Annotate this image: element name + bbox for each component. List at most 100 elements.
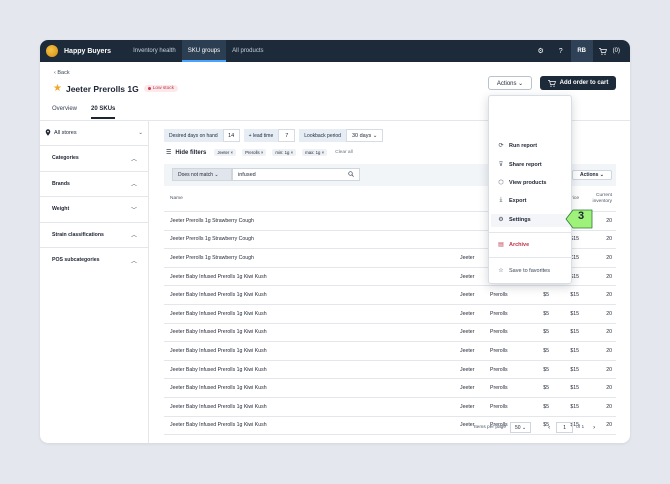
menu-archive[interactable]: ▤ Archive	[497, 241, 529, 249]
avatar[interactable]: RB	[570, 40, 593, 62]
cell-name: Jeeter Baby Infused Prerolls 1g Kiwi Kus…	[170, 403, 267, 410]
table-row[interactable]: Jeeter Baby Infused Prerolls 1g Kiwi Kus…	[164, 379, 616, 398]
match-mode-select[interactable]: Does not match ⌄	[172, 168, 232, 181]
hide-filters-row: ☰ Hide filters Jeeter × Prerolls × min: …	[166, 149, 353, 156]
cell-unit-price: $15	[570, 273, 579, 280]
page-title: Jeeter Prerolls 1G	[65, 83, 139, 94]
filter-label: Categories	[52, 155, 79, 162]
filter-brands[interactable]: Brands ︿	[40, 170, 149, 197]
gear-icon: ⚙	[498, 217, 504, 223]
nav-all-products[interactable]: All products	[232, 48, 264, 54]
cell-current-inventory: 20	[606, 422, 612, 429]
status-badge-label: Low stock	[152, 86, 175, 91]
filter-strain-classifications[interactable]: Strain classifications ︿	[40, 221, 149, 248]
divider	[40, 120, 630, 121]
filter-tag[interactable]: Jeeter ×	[214, 149, 237, 156]
desired-days-label: Desired days on hand	[164, 129, 223, 142]
table-row[interactable]: Jeeter Baby Infused Prerolls 1g Kiwi Kus…	[164, 324, 616, 343]
nav-inventory-health[interactable]: Inventory health	[133, 48, 176, 54]
app-window: Happy Buyers Inventory health SKU groups…	[40, 40, 630, 443]
search-input-value: infused	[238, 171, 256, 178]
menu-export[interactable]: ⤓ Export	[497, 197, 527, 204]
cell-brand: Jeeter	[460, 385, 475, 392]
settings-gear-icon[interactable]: ⚙	[537, 48, 544, 55]
brand-logo-icon	[46, 45, 58, 57]
menu-run-report[interactable]: ⟳ Run report	[497, 142, 538, 150]
clear-all-link[interactable]: Clear all	[335, 150, 353, 155]
menu-item-label: Share report	[509, 161, 542, 168]
cell-brand: Jeeter	[460, 403, 475, 410]
cart-icon[interactable]	[593, 40, 613, 62]
cell-brand: Jeeter	[460, 292, 475, 299]
add-order-to-cart-button[interactable]: Add order to cart	[540, 76, 616, 90]
tab-skus[interactable]: 20 SKUs	[91, 106, 116, 119]
search-icon[interactable]	[348, 170, 354, 179]
table-row[interactable]: Jeeter Baby Infused Prerolls 1g Kiwi Kus…	[164, 398, 616, 417]
cell-current-inventory: 20	[606, 254, 612, 261]
table-row[interactable]: Jeeter Baby Infused Prerolls 1g Kiwi Kus…	[164, 305, 616, 324]
sliders-icon: ☰	[166, 150, 172, 156]
cell-unit-cost: $5	[543, 310, 549, 317]
table-row[interactable]: Jeeter Baby Infused Prerolls 1g Kiwi Kus…	[164, 342, 616, 361]
menu-settings[interactable]: ⚙ Settings	[497, 216, 530, 224]
cell-category: Prerolls	[490, 329, 508, 336]
items-per-page-select[interactable]: 50 ⌄	[510, 422, 532, 433]
next-page-icon[interactable]: ›	[593, 424, 596, 431]
prev-page-icon[interactable]: ‹	[548, 424, 551, 431]
menu-save-to-favorites[interactable]: ☆ Save to favorites	[497, 267, 550, 275]
table-actions-button[interactable]: Actions ⌄	[572, 170, 612, 180]
cell-category: Prerolls	[490, 422, 508, 429]
download-icon: ⤓	[499, 197, 503, 203]
cell-name: Jeeter Prerolls 1g Strawberry Cough	[170, 236, 254, 243]
filter-tag[interactable]: Prerolls ×	[242, 149, 267, 156]
cell-current-inventory: 20	[606, 217, 612, 224]
cell-unit-cost: $5	[543, 422, 549, 429]
cell-name: Jeeter Baby Infused Prerolls 1g Kiwi Kus…	[170, 366, 267, 373]
col-name[interactable]: Name	[170, 196, 183, 201]
cell-category: Prerolls	[490, 403, 508, 410]
table-row[interactable]: Jeeter Baby Infused Prerolls 1g Kiwi Kus…	[164, 417, 616, 436]
lead-time-input[interactable]: 7	[278, 129, 296, 142]
favorite-star-icon[interactable]: ★	[53, 83, 62, 94]
table-row[interactable]: Jeeter Baby Infused Prerolls 1g Kiwi Kus…	[164, 286, 616, 305]
help-icon[interactable]: ?	[558, 47, 563, 55]
menu-view-products[interactable]: ⬡ View products	[497, 179, 546, 187]
filter-categories[interactable]: Categories ︿	[40, 145, 149, 171]
box-icon: ⬡	[498, 180, 504, 186]
cell-unit-price: $15	[570, 385, 579, 392]
hide-filters-button[interactable]: Hide filters	[175, 149, 207, 156]
page-input[interactable]: 1	[556, 422, 574, 433]
cell-unit-price: $15	[570, 347, 579, 354]
filter-weight[interactable]: Weight ﹀	[40, 196, 149, 222]
table-row[interactable]: Jeeter Baby Infused Prerolls 1g Kiwi Kus…	[164, 361, 616, 380]
chevron-down-icon: ﹀	[130, 207, 137, 214]
filter-pos-subcategories[interactable]: POS subcategories ︿	[40, 247, 149, 273]
search-input[interactable]: infused	[232, 168, 360, 181]
table-body: Jeeter Prerolls 1g Strawberry Cough $5 $15…	[164, 212, 616, 436]
col-current-inventory[interactable]: Current inventory	[592, 192, 612, 204]
tab-overview[interactable]: Overview	[52, 106, 78, 112]
filter-tag[interactable]: max: 1g ×	[302, 149, 328, 156]
brand-name: Happy Buyers	[64, 47, 112, 55]
cell-brand: Jeeter	[460, 310, 475, 317]
menu-hover-highlight	[491, 214, 571, 227]
cell-unit-cost: $5	[543, 292, 549, 299]
lookback-select[interactable]: 30 days ⌄	[345, 129, 384, 142]
cell-brand: Jeeter	[460, 422, 475, 429]
cell-name: Jeeter Baby Infused Prerolls 1g Kiwi Kus…	[170, 292, 267, 299]
cell-unit-price: $15	[570, 403, 579, 410]
filter-tag[interactable]: min: 1g ×	[272, 149, 297, 156]
menu-share-report[interactable]: ⊽ Share report	[497, 161, 542, 169]
nav-right-group: ⚙ ? RB (0)	[531, 40, 630, 62]
menu-divider	[489, 232, 573, 233]
chevron-up-icon: ︿	[130, 258, 137, 265]
store-selector[interactable]: All stores ⌄	[45, 129, 143, 136]
menu-item-label: Run report	[509, 142, 538, 149]
desired-days-input[interactable]: 14	[222, 129, 240, 142]
actions-button[interactable]: Actions ⌄	[488, 76, 532, 90]
archive-icon: ▤	[498, 242, 504, 248]
cell-category: Prerolls	[490, 347, 508, 354]
filter-label: Brands	[52, 180, 70, 187]
back-link[interactable]: ‹ Back	[54, 70, 70, 76]
nav-sku-groups[interactable]: SKU groups	[181, 40, 227, 62]
